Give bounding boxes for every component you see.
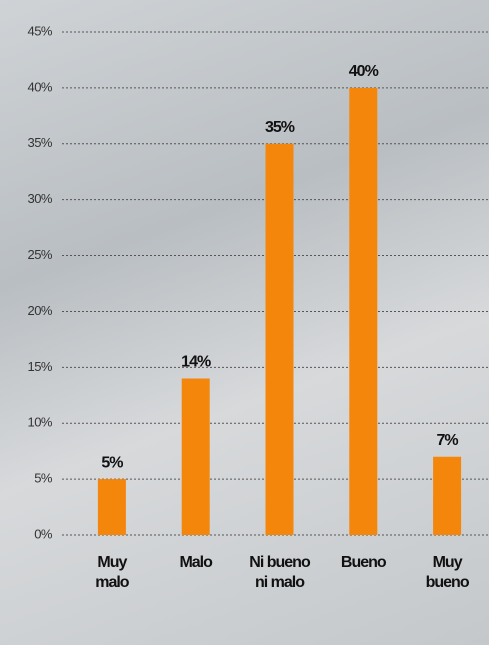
value-label: 35% — [265, 119, 295, 136]
y-tick-label: 40% — [27, 79, 52, 94]
y-tick-label: 35% — [27, 135, 52, 150]
y-tick-label: 0% — [34, 526, 53, 541]
y-tick-label: 30% — [27, 191, 52, 206]
x-tick-label: Muy malo — [95, 554, 129, 591]
value-label: 7% — [437, 432, 459, 449]
bar — [433, 456, 462, 535]
value-label: 14% — [181, 354, 211, 371]
bar — [97, 479, 126, 535]
x-tick-label: Bueno — [340, 554, 387, 571]
x-tick-label: Ni bueno ni malo — [249, 554, 310, 591]
y-tick-label: 25% — [27, 247, 52, 262]
x-tick-label: Malo — [179, 554, 212, 571]
x-tick-label: Muy bueno — [425, 554, 470, 591]
y-tick-label: 10% — [27, 415, 52, 430]
bar — [181, 378, 210, 535]
value-label: 40% — [349, 63, 379, 80]
bar — [349, 87, 378, 535]
y-tick-label: 15% — [27, 359, 52, 374]
bar — [265, 143, 294, 535]
y-tick-label: 20% — [27, 303, 52, 318]
y-tick-label: 45% — [27, 23, 52, 38]
value-label: 5% — [101, 454, 123, 471]
y-tick-label: 5% — [34, 471, 53, 486]
